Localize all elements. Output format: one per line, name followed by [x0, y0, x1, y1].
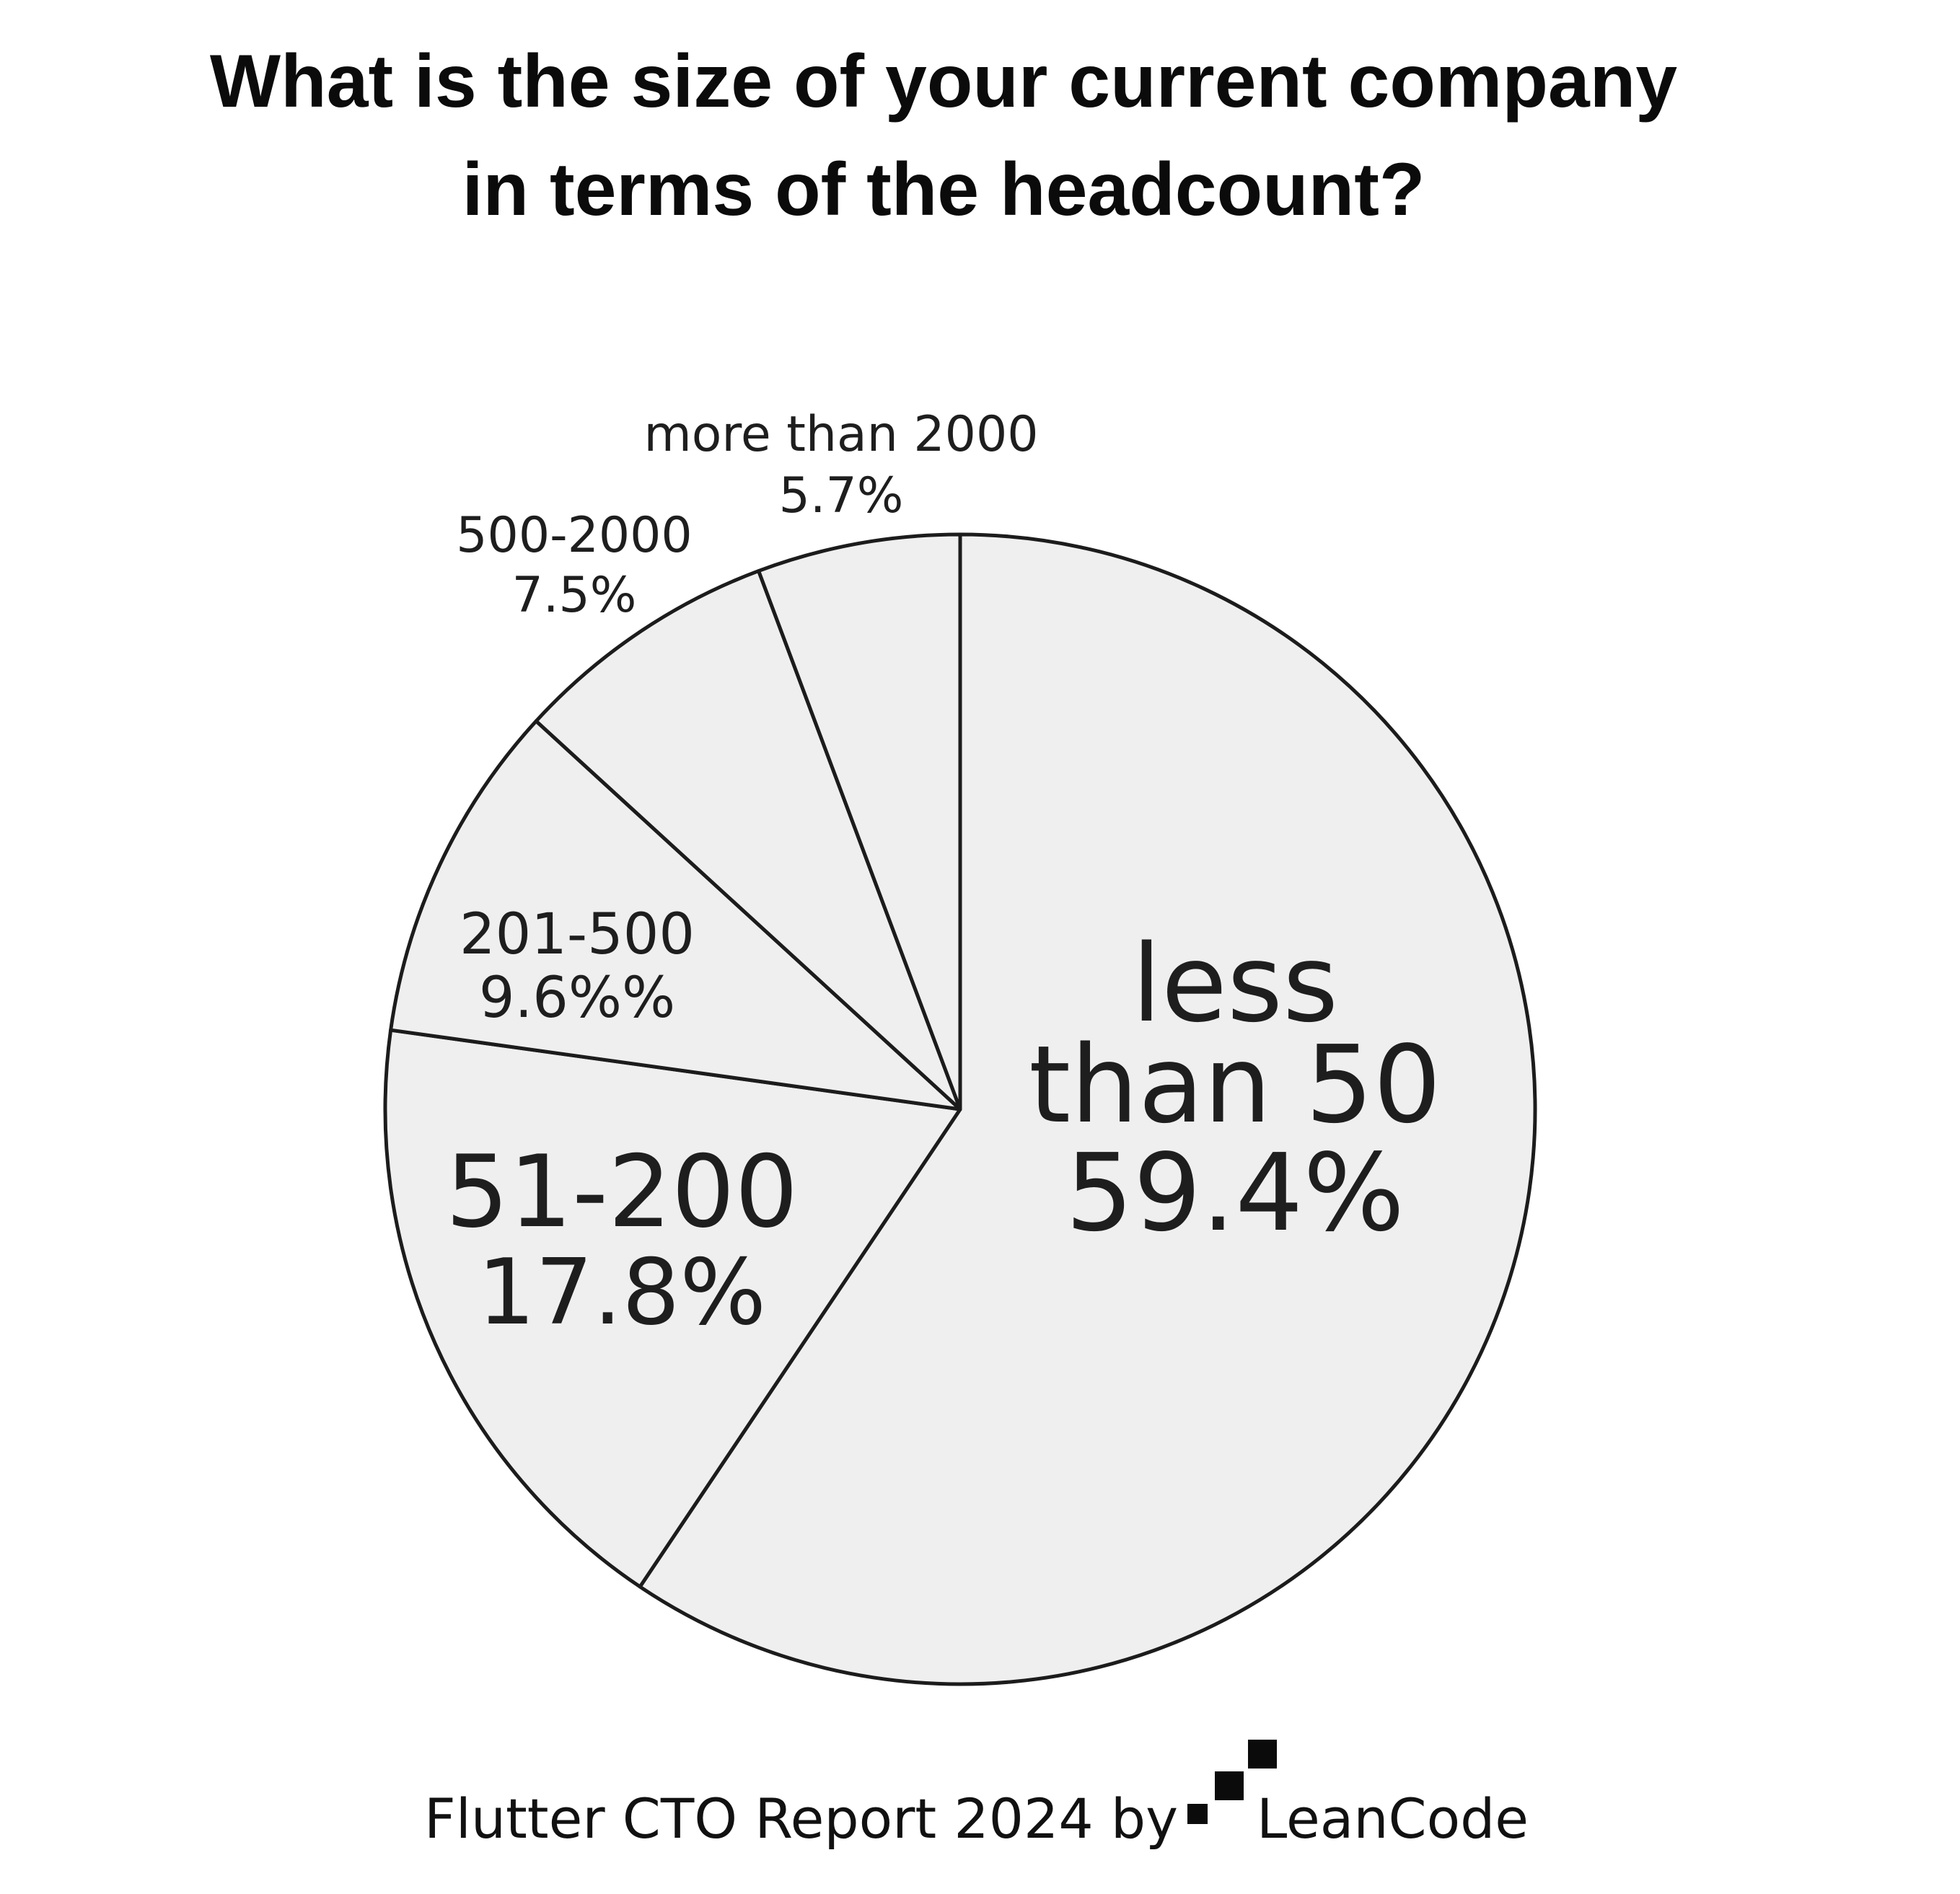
pie-value-label-less-than-50: 59.4%: [1065, 1131, 1405, 1255]
leancode-logo-icon: [1187, 1740, 1277, 1824]
pie-category-label-more-than-2000-0: more than 2000: [644, 406, 1039, 463]
pie-slices: [383, 532, 1537, 1686]
pie-slice-201-500: [389, 719, 962, 1111]
pie-slice-less-than-50: [638, 532, 1537, 1686]
pie-category-label-51-200-0: 51-200: [446, 1134, 799, 1250]
pie-slice-51-200: [383, 1028, 962, 1589]
pie-slice-500-2000: [534, 569, 962, 1111]
pie-value-label-500-2000: 7.5%: [512, 567, 637, 624]
footer-brand-name: LeanCode: [1257, 1787, 1529, 1851]
chart-title-line-1: What is the size of your current company: [210, 40, 1677, 123]
chart-title: What is the size of your current company…: [210, 40, 1677, 232]
pie-category-label-500-2000-0: 500-2000: [456, 507, 692, 564]
pie-value-label-201-500: 9.6%%: [479, 966, 675, 1031]
pie-category-label-less-than-50-1: than 50: [1029, 1023, 1441, 1147]
pie-slice-more-than-2000: [757, 532, 962, 1111]
pie-category-label-201-500-0: 201-500: [460, 902, 695, 967]
footer-report-text: Flutter CTO Report 2024 by: [424, 1787, 1178, 1851]
pie-value-label-51-200: 17.8%: [478, 1239, 766, 1345]
pie-category-label-less-than-50-0: less: [1132, 922, 1338, 1046]
chart-title-line-2: in terms of the headcount?: [462, 148, 1425, 232]
footer: Flutter CTO Report 2024 by LeanCode: [424, 1740, 1529, 1851]
pie-value-label-more-than-2000: 5.7%: [779, 467, 904, 524]
